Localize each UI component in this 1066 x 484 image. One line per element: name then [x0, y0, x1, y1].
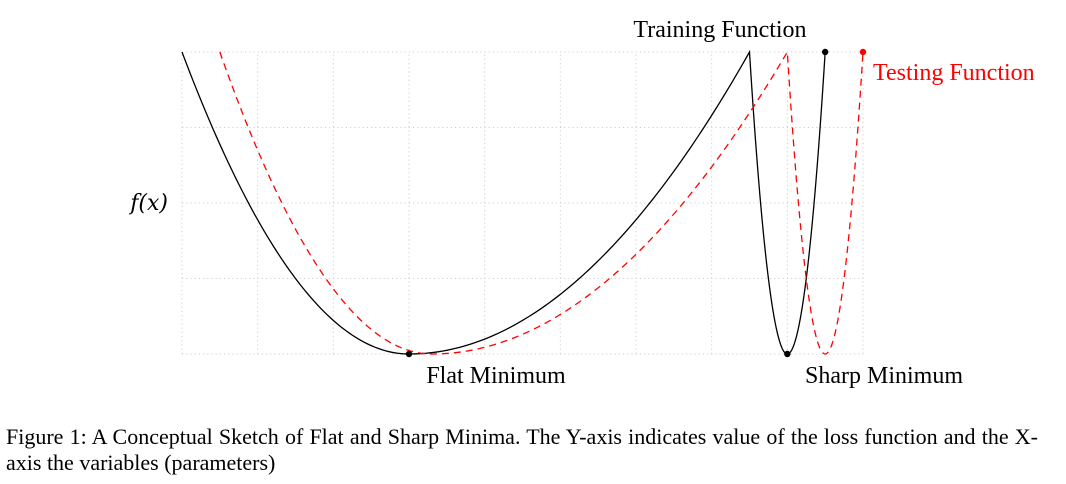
series-label-testing: Testing Function: [873, 60, 1035, 86]
figure-caption: Figure 1: A Conceptual Sketch of Flat an…: [6, 424, 1038, 475]
series-lines: [181, 49, 864, 355]
training-function-end-marker: [821, 48, 829, 56]
series-label-training: Training Function: [633, 17, 806, 43]
y-axis-label: f(x): [128, 191, 168, 216]
point-markers: [405, 48, 867, 358]
training-function-line: [181, 49, 826, 355]
chart: f(x) Training Function Testing Function …: [128, 17, 1035, 389]
marker-label-flat-minimum: Flat Minimum: [426, 363, 566, 389]
flat-minimum-marker: [405, 350, 413, 358]
testing-function-line: [219, 49, 864, 355]
marker-label-sharp-minimum: Sharp Minimum: [805, 363, 963, 389]
sharp-minimum-marker: [784, 350, 791, 358]
testing-function-end-marker: [859, 48, 867, 56]
